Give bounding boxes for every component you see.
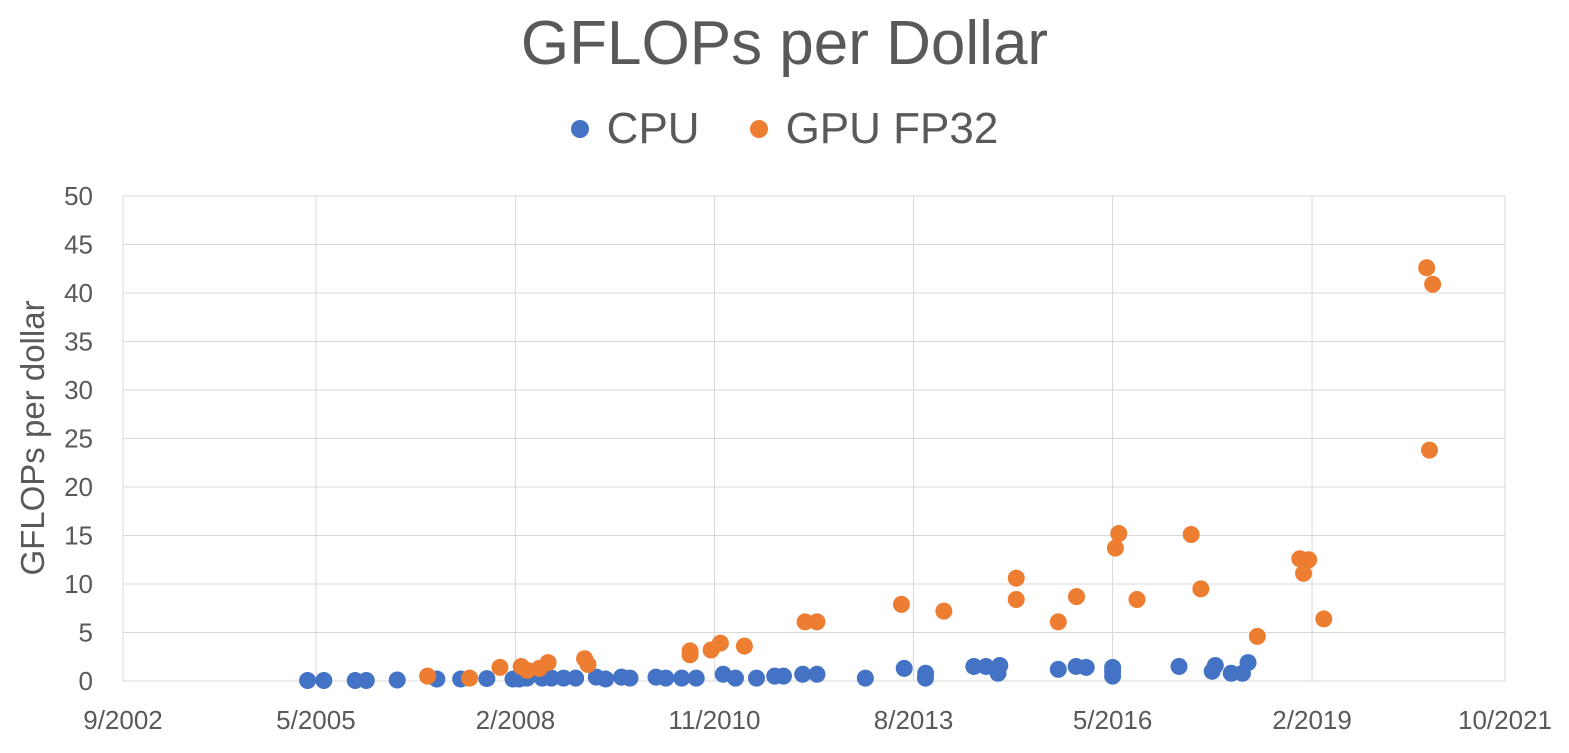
- data-point-cpu: [673, 669, 691, 687]
- data-point-gpu-fp32: [1128, 591, 1146, 609]
- data-point-cpu: [991, 656, 1009, 674]
- data-point-gpu-fp32: [681, 642, 699, 660]
- data-point-cpu: [1049, 660, 1067, 678]
- data-point-cpu: [1170, 657, 1188, 675]
- legend-label-cpu: CPU: [606, 104, 700, 153]
- y-tick-label: 30: [64, 375, 93, 405]
- data-point-cpu: [747, 669, 765, 687]
- data-point-gpu-fp32: [892, 595, 910, 613]
- data-point-gpu-fp32: [935, 602, 953, 620]
- y-tick-label: 50: [64, 181, 93, 211]
- data-point-cpu: [567, 669, 585, 687]
- data-point-gpu-fp32: [1418, 259, 1436, 277]
- data-point-cpu: [315, 672, 333, 690]
- data-point-cpu: [794, 665, 812, 683]
- data-point-cpu: [597, 670, 615, 688]
- data-point-cpu: [657, 669, 675, 687]
- y-tick-label: 10: [64, 569, 93, 599]
- y-axis-ticks: 0 5 10 15 20 25 30 35 40 45 50: [64, 181, 93, 696]
- data-point-gpu-fp32: [1315, 610, 1333, 628]
- data-point-gpu-fp32: [539, 654, 557, 672]
- data-point-gpu-fp32: [461, 669, 479, 687]
- data-point-gpu-fp32: [491, 658, 509, 676]
- data-point-cpu: [1077, 658, 1095, 676]
- x-axis-ticks: 9/2002 5/2005 2/2008 11/2010 8/2013 5/2016 2/2…: [83, 705, 1552, 735]
- data-point-cpu: [808, 665, 826, 683]
- data-point-gpu-fp32: [419, 667, 437, 685]
- data-point-gpu-fp32: [1007, 591, 1025, 609]
- x-tick-label: 5/2016: [1073, 705, 1153, 735]
- data-point-cpu: [726, 669, 744, 687]
- data-point-cpu: [917, 664, 935, 682]
- data-point-cpu: [774, 667, 792, 685]
- data-point-cpu: [388, 671, 406, 689]
- data-point-gpu-fp32: [796, 613, 814, 631]
- y-tick-label: 25: [64, 424, 93, 454]
- x-tick-label: 11/2010: [668, 705, 760, 735]
- grid-lines: [122, 195, 1506, 682]
- data-point-gpu-fp32: [1295, 564, 1313, 582]
- x-tick-label: 2/2008: [476, 705, 556, 735]
- data-points: [299, 259, 1442, 690]
- y-tick-label: 20: [64, 472, 93, 502]
- x-tick-label: 2/2019: [1272, 705, 1352, 735]
- data-point-cpu: [357, 672, 375, 690]
- x-tick-label: 9/2002: [83, 705, 163, 735]
- data-point-gpu-fp32: [1192, 580, 1210, 598]
- data-point-gpu-fp32: [1182, 526, 1200, 544]
- y-tick-label: 40: [64, 278, 93, 308]
- data-point-gpu-fp32: [1106, 539, 1124, 557]
- y-tick-label: 45: [64, 230, 93, 260]
- x-tick-label: 10/2021: [1458, 705, 1552, 735]
- y-tick-label: 0: [79, 666, 93, 696]
- data-point-gpu-fp32: [1300, 551, 1318, 569]
- data-point-gpu-fp32: [1424, 275, 1442, 293]
- data-point-gpu-fp32: [1007, 569, 1025, 587]
- data-point-gpu-fp32: [711, 634, 729, 652]
- data-point-cpu: [621, 669, 639, 687]
- legend-swatch-cpu: [570, 120, 589, 138]
- chart-legend: CPU GPU FP32: [0, 102, 1569, 156]
- y-axis-title: GFLOPs per dollar: [14, 300, 51, 575]
- data-point-gpu-fp32: [579, 656, 597, 674]
- data-point-cpu: [965, 657, 983, 675]
- data-point-cpu: [299, 672, 317, 690]
- data-point-gpu-fp32: [1420, 441, 1438, 459]
- data-point-cpu: [478, 670, 496, 688]
- y-tick-label: 5: [79, 618, 93, 648]
- legend-item-cpu: CPU: [570, 102, 700, 156]
- data-point-cpu: [895, 659, 913, 677]
- data-point-cpu: [1239, 654, 1257, 672]
- data-point-cpu: [687, 669, 705, 687]
- data-point-cpu: [555, 669, 573, 687]
- data-point-cpu: [1206, 656, 1224, 674]
- data-point-cpu: [1104, 658, 1122, 676]
- data-point-gpu-fp32: [1248, 627, 1266, 645]
- legend-item-gpu-fp32: GPU FP32: [749, 102, 999, 156]
- legend-swatch-gpu-fp32: [749, 120, 768, 138]
- y-tick-label: 15: [64, 521, 93, 551]
- x-tick-label: 8/2013: [874, 705, 954, 735]
- data-point-gpu-fp32: [1110, 525, 1128, 543]
- data-point-gpu-fp32: [735, 637, 753, 655]
- data-point-cpu: [542, 669, 560, 687]
- data-point-cpu: [856, 669, 874, 687]
- chart-title: GFLOPs per Dollar: [520, 9, 1049, 78]
- data-point-gpu-fp32: [1049, 613, 1067, 631]
- y-tick-label: 35: [64, 327, 93, 357]
- data-point-gpu-fp32: [1068, 588, 1086, 606]
- x-tick-label: 5/2005: [276, 705, 356, 735]
- data-point-gpu-fp32: [808, 613, 826, 631]
- legend-label-gpu-fp32: GPU FP32: [785, 104, 999, 153]
